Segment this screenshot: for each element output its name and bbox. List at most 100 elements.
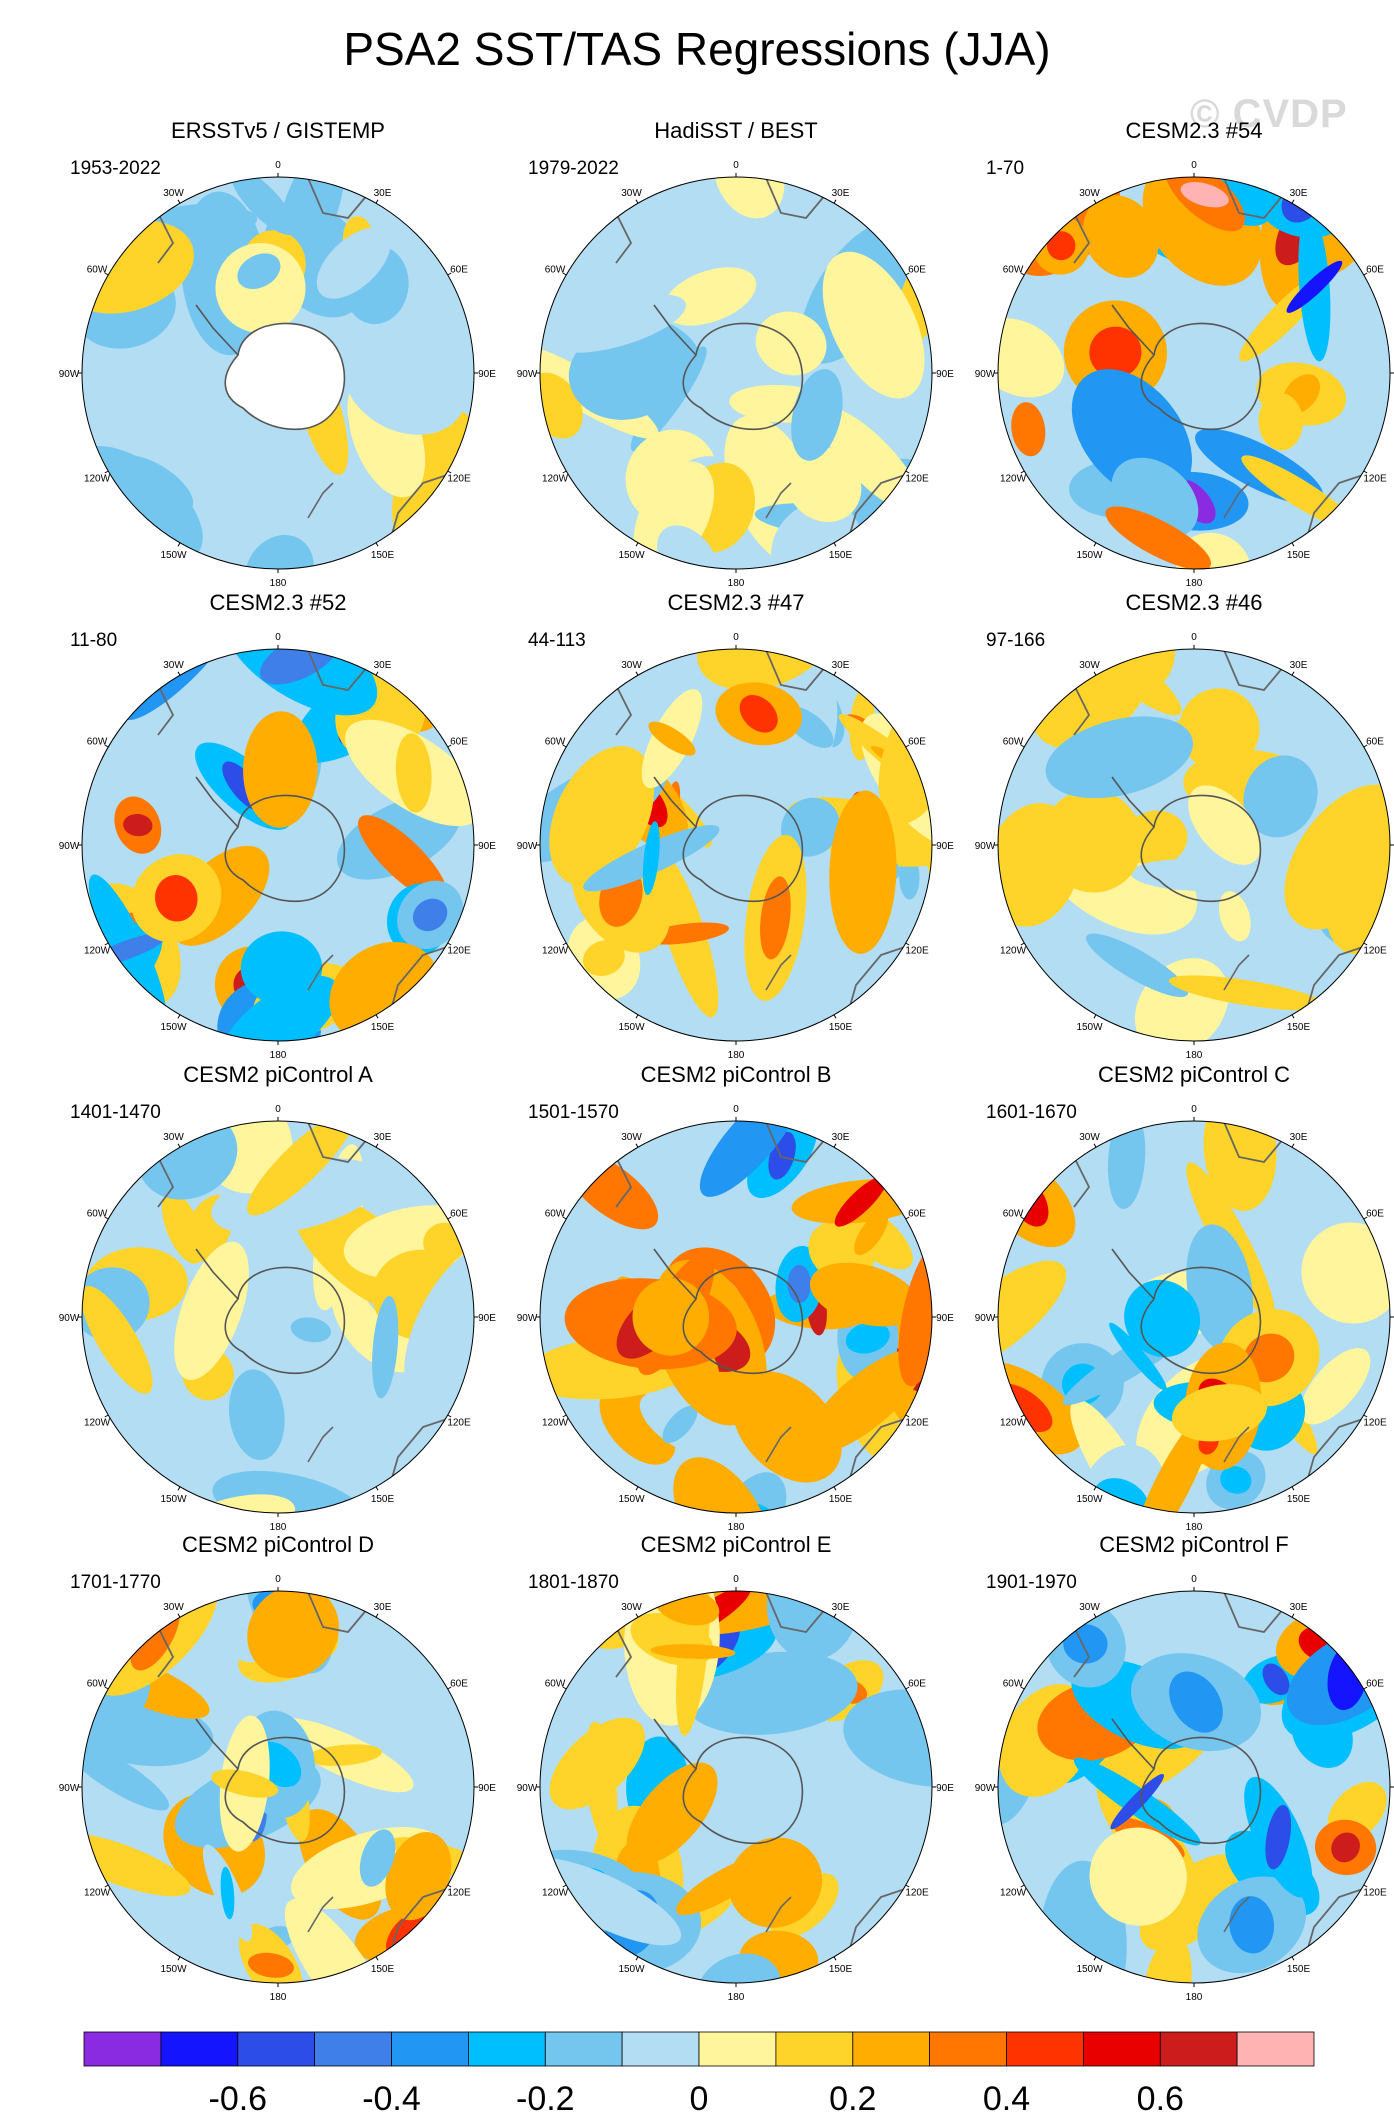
colorbar-box (621, 2031, 700, 2067)
africa-outline (765, 649, 832, 691)
anomaly-core (648, 721, 696, 756)
longitude-label: 120E (447, 1418, 471, 1429)
antarctica-outline (224, 794, 346, 903)
longitude-tick (1093, 1143, 1097, 1148)
anomaly-blob (699, 1121, 801, 1197)
longitude-label: 30W (621, 1132, 642, 1143)
longitude-label: 90W (975, 1313, 996, 1324)
anomaly-core (155, 875, 198, 922)
field-layer (998, 649, 1390, 1041)
peninsula-outline (1111, 776, 1155, 828)
longitude-tick (1291, 1143, 1295, 1148)
colorbar-box (237, 2031, 316, 2067)
polar-map: 0 30E 60E 90E 120E 150E 180 150W 120W 90W 60W 30W (59, 1574, 497, 2002)
longitude-tick (375, 1014, 379, 1019)
polar-map: 0 30E 60E 90E 120E 150E 180 150W 120W 90W 60W 30W (517, 1574, 955, 2002)
longitude-label: 90E (478, 369, 496, 380)
longitude-label: 60W (87, 1679, 108, 1690)
longitude-label: 150E (1287, 1494, 1311, 1505)
longitude-tick (104, 1686, 109, 1690)
longitude-tick (1291, 1956, 1295, 1961)
anomaly-blob (290, 1317, 332, 1343)
longitude-label: 60W (87, 1209, 108, 1220)
longitude-tick (104, 744, 109, 748)
panel-title: CESM2 piControl D (182, 1532, 374, 1557)
longitude-tick (177, 1613, 181, 1618)
longitude-tick (833, 1486, 837, 1491)
longitude-tick (447, 272, 452, 276)
longitude-tick (905, 1686, 910, 1690)
new-zealand-outline (1223, 954, 1250, 991)
longitude-label: 30E (374, 188, 392, 199)
longitude-label: 90E (478, 841, 496, 852)
new-zealand-outline (1223, 482, 1250, 519)
longitude-label: 0 (733, 1574, 739, 1585)
anomaly-blob (1218, 891, 1251, 942)
longitude-label: 60E (450, 1209, 468, 1220)
anomaly-blob (1324, 816, 1390, 955)
colorbar: -0.6 -0.4 -0.2 0 0.2 0.4 0.6 (83, 2031, 1315, 2118)
longitude-tick (833, 542, 837, 547)
anomaly-blob (549, 746, 655, 886)
anomaly-core (1110, 1773, 1164, 1830)
longitude-tick (1093, 1956, 1097, 1961)
longitude-label: 30W (621, 1602, 642, 1613)
longitude-label: 0 (1191, 1104, 1197, 1115)
anomaly-core (739, 694, 778, 733)
longitude-tick (1291, 1613, 1295, 1618)
anomaly-blob (785, 446, 862, 522)
panel-years: 11-80 (70, 630, 118, 651)
longitude-tick (562, 1216, 567, 1220)
longitude-tick (1363, 1884, 1368, 1888)
longitude-label: 90W (517, 1783, 538, 1794)
longitude-tick (833, 1143, 837, 1148)
colorbar-tick-label: 0 (690, 2080, 709, 2118)
longitude-label: 30E (1290, 660, 1308, 671)
longitude-label: 90E (936, 1313, 954, 1324)
longitude-tick (833, 199, 837, 204)
anomaly-blob (626, 1762, 718, 1865)
longitude-label: 180 (1186, 1522, 1203, 1532)
longitude-tick (1363, 1686, 1368, 1690)
antarctica-outline (1140, 1736, 1262, 1845)
longitude-label: 150E (1287, 550, 1311, 561)
anomaly-core (1089, 326, 1142, 379)
anomaly-core (787, 1264, 811, 1304)
anomaly-blob (385, 1832, 452, 1921)
longitude-label: 60W (545, 1679, 566, 1690)
anomaly-blob (161, 1191, 204, 1264)
anomaly-blob (732, 1371, 842, 1483)
longitude-tick (104, 942, 109, 946)
longitude-tick (1291, 671, 1295, 676)
peninsula-outline (653, 1718, 697, 1770)
antarctica-outline (224, 322, 346, 431)
longitude-tick (1020, 470, 1025, 474)
polar-map: 0 30E 60E 90E 120E 150E 180 150W 120W 90W 60W 30W (59, 1104, 497, 1532)
panel-years: 1979-2022 (528, 158, 619, 179)
longitude-tick (1093, 1613, 1097, 1618)
anomaly-blob (829, 790, 897, 954)
colorbar-box (1083, 2031, 1161, 2067)
anomaly-blob (1011, 402, 1046, 457)
anomaly-blob (230, 177, 296, 235)
anomaly-core (845, 1322, 890, 1354)
longitude-label: 120E (905, 946, 929, 957)
longitude-label: 60W (87, 737, 108, 748)
longitude-label: 90W (517, 841, 538, 852)
panel-12: CESM2 piControl F1901-1970030E60E90E120E… (964, 1532, 1394, 2002)
longitude-tick (1291, 1486, 1295, 1491)
longitude-tick (1020, 1686, 1025, 1690)
anomaly-blob (584, 1721, 618, 1844)
panel-title: HadiSST / BEST (654, 118, 818, 143)
anomaly-core (650, 1644, 736, 1659)
colorbar-tick-label: 0.4 (983, 2080, 1030, 2118)
anomaly-blob (714, 177, 785, 219)
panel-years: 1-70 (986, 158, 1025, 179)
longitude-tick (562, 470, 567, 474)
longitude-label: 60W (87, 265, 108, 276)
panel-3: CESM2.3 #541-70030E60E90E120E150E180150W… (964, 118, 1394, 588)
field-layer (540, 1591, 932, 1983)
longitude-tick (447, 1414, 452, 1418)
longitude-label: 60E (450, 737, 468, 748)
field-layer (998, 177, 1390, 569)
